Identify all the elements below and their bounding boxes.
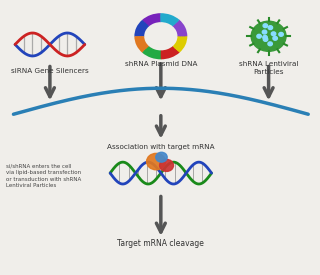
Circle shape — [263, 24, 268, 28]
Circle shape — [156, 152, 167, 162]
Circle shape — [251, 21, 286, 51]
Circle shape — [268, 42, 272, 46]
Circle shape — [263, 37, 268, 41]
Text: shRNA Lentiviral
Particles: shRNA Lentiviral Particles — [239, 61, 298, 75]
Text: Target mRNA cleavage: Target mRNA cleavage — [117, 239, 204, 248]
Text: shRNA Plasmid DNA: shRNA Plasmid DNA — [124, 61, 197, 67]
Text: Association with target mRNA: Association with target mRNA — [107, 144, 215, 150]
Circle shape — [263, 35, 267, 39]
Circle shape — [271, 32, 276, 36]
Circle shape — [160, 160, 173, 171]
Circle shape — [273, 36, 277, 40]
Text: si/shRNA enters the cell
via lipid-based transfection
or transduction with shRNA: si/shRNA enters the cell via lipid-based… — [5, 163, 81, 188]
Circle shape — [257, 34, 261, 38]
Circle shape — [147, 153, 165, 170]
Circle shape — [279, 32, 283, 36]
Circle shape — [268, 26, 273, 29]
Text: siRNA Gene Silencers: siRNA Gene Silencers — [11, 68, 89, 74]
Circle shape — [262, 30, 267, 34]
